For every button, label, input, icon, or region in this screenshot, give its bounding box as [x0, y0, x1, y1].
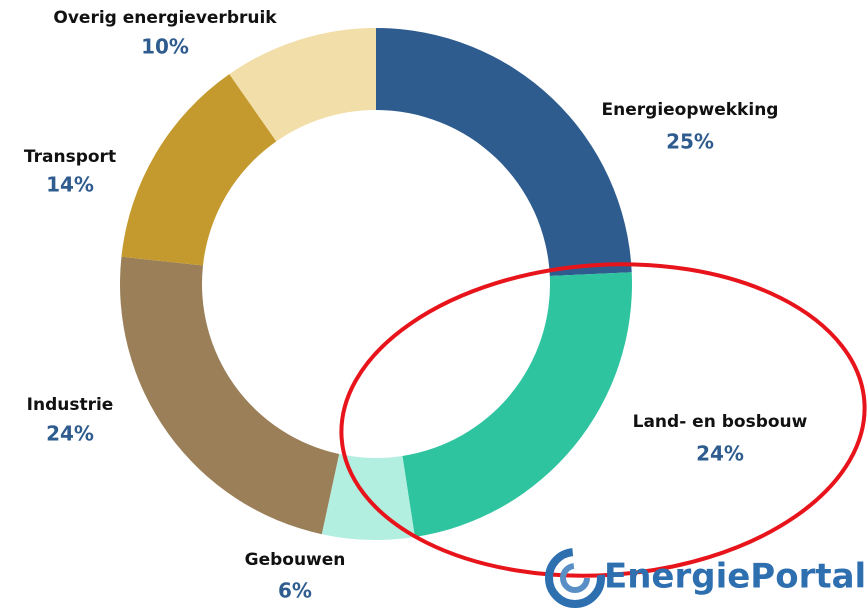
slice	[376, 28, 632, 277]
slice	[120, 256, 340, 535]
logo-icon	[545, 548, 605, 608]
value-label: 25%	[666, 130, 714, 154]
slice-label: Energieopwekking	[602, 100, 779, 120]
donut	[120, 27, 632, 541]
value-label: 24%	[46, 422, 94, 446]
slice-label: Land- en bosbouw	[633, 412, 808, 432]
slice-label: Industrie	[27, 395, 114, 415]
value-label: 6%	[278, 579, 312, 603]
value-label: 10%	[141, 35, 189, 59]
value-label: 14%	[46, 173, 94, 197]
slice-label: Overig energieverbruik	[53, 8, 277, 28]
slice-label: Gebouwen	[245, 550, 346, 570]
slice	[402, 272, 632, 538]
slice	[229, 27, 376, 142]
value-label: 24%	[696, 442, 744, 466]
slice	[121, 74, 277, 266]
logo-text: EnergiePortal	[604, 557, 866, 597]
slice-label: Transport	[24, 147, 116, 167]
highlight-ellipse	[339, 262, 867, 578]
